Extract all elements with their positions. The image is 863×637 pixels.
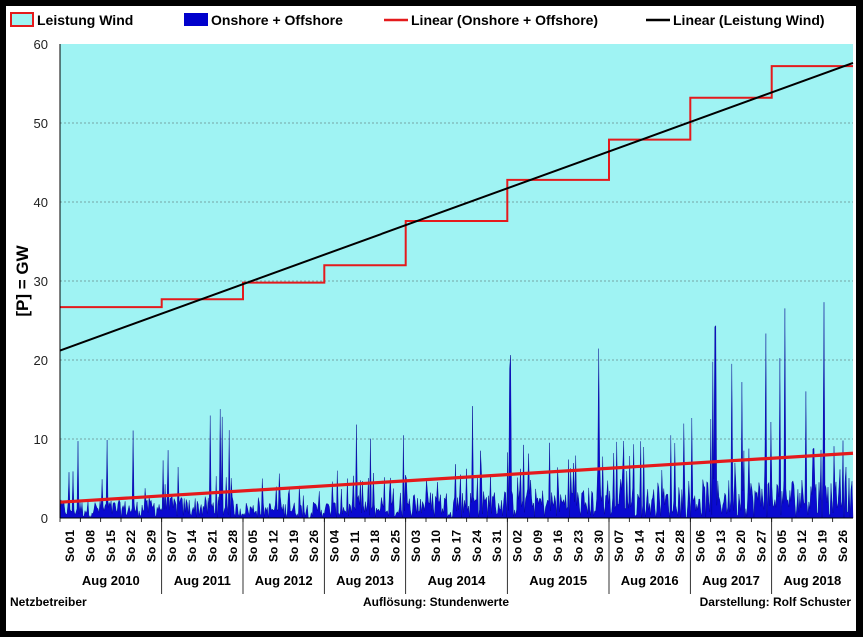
x-tick-label: So 02 <box>511 530 525 562</box>
x-tick-label: So 05 <box>775 530 789 562</box>
x-tick-label: So 19 <box>816 530 830 562</box>
footer-left: Netzbetreiber <box>10 595 87 609</box>
x-tick-label: So 15 <box>104 530 118 562</box>
year-label: Aug 2014 <box>428 573 487 588</box>
x-tick-label: So 25 <box>389 530 403 562</box>
y-tick-label-20: 20 <box>34 353 48 368</box>
y-tick-label-0: 0 <box>41 511 48 526</box>
x-tick-label: So 07 <box>165 530 179 562</box>
x-tick-label: So 21 <box>653 530 667 562</box>
x-tick-label: So 28 <box>673 530 687 562</box>
year-label: Aug 2018 <box>783 573 841 588</box>
y-tick-label-40: 40 <box>34 195 48 210</box>
x-tick-label: So 24 <box>470 530 484 562</box>
legend-label-3: Linear (Leistung Wind) <box>673 12 825 28</box>
x-tick-label: So 16 <box>551 530 565 562</box>
footer-right: Darstellung: Rolf Schuster <box>700 595 852 609</box>
year-label: Aug 2015 <box>529 573 587 588</box>
x-tick-label: So 07 <box>612 530 626 562</box>
legend-label-0: Leistung Wind <box>37 12 133 28</box>
x-tick-label: So 30 <box>592 530 606 562</box>
x-tick-label: So 19 <box>287 530 301 562</box>
x-tick-label: So 12 <box>795 530 809 562</box>
x-tick-label: So 09 <box>531 530 545 562</box>
trend-leistung-wind <box>59 62 854 352</box>
x-tick-label: So 08 <box>84 530 98 562</box>
y-tick-label-10: 10 <box>34 432 48 447</box>
x-tick-label: So 31 <box>490 530 504 562</box>
x-tick-label: So 13 <box>714 530 728 562</box>
y-axis-title: [P] = GW <box>13 244 32 316</box>
chart-panel: 0 10 20 30 40 50 60 [P] = GW So 01 So 08 So 15 So 2… <box>6 6 856 631</box>
x-tick-label: So 12 <box>267 530 281 562</box>
x-tick-label: So 20 <box>734 530 748 562</box>
x-tick-label: So 27 <box>755 530 769 562</box>
year-label: Aug 2012 <box>255 573 313 588</box>
y-tick-label-60: 60 <box>34 37 48 52</box>
legend-label-1: Onshore + Offshore <box>211 12 343 28</box>
x-tick-label: So 14 <box>185 530 199 562</box>
year-label: Aug 2013 <box>336 573 394 588</box>
x-tick-label: So 14 <box>633 530 647 562</box>
x-tick-label: So 26 <box>307 530 321 562</box>
series-onshore-offshore-area <box>59 302 854 519</box>
x-tick-label: So 06 <box>694 530 708 562</box>
year-label: Aug 2010 <box>82 573 140 588</box>
x-tick-label: So 22 <box>124 530 138 562</box>
x-tick-label: So 29 <box>145 530 159 562</box>
y-tick-label-50: 50 <box>34 116 48 131</box>
x-tick-label: So 04 <box>328 530 342 562</box>
x-tick-label: So 01 <box>63 530 77 562</box>
year-label: Aug 2016 <box>621 573 679 588</box>
legend-swatch-leistung-wind <box>10 12 34 27</box>
legend-label-2: Linear (Onshore + Offshore) <box>411 12 598 28</box>
x-tick-label: So 28 <box>226 530 240 562</box>
x-tick-label: So 26 <box>836 530 850 562</box>
x-tick-label: So 21 <box>206 530 220 562</box>
x-tick-label: So 23 <box>572 530 586 562</box>
year-label: Aug 2017 <box>702 573 760 588</box>
x-tick-label: So 17 <box>450 530 464 562</box>
x-tick-label: So 10 <box>429 530 443 562</box>
series-leistung-wind-step <box>60 65 853 309</box>
y-tick-label-30: 30 <box>34 274 48 289</box>
x-tick-label: So 05 <box>246 530 260 562</box>
wind-power-chart: 0 10 20 30 40 50 60 [P] = GW So 01 So 08 So 15 So 2… <box>10 12 854 609</box>
trend-onshore-offshore <box>59 451 854 504</box>
x-tick-label: So 11 <box>348 530 362 562</box>
footer-center: Auflösung: Stundenwerte <box>363 595 509 609</box>
x-tick-label: So 18 <box>368 530 382 562</box>
x-tick-label: So 03 <box>409 530 423 562</box>
legend-swatch-onshore-offshore <box>184 13 208 26</box>
year-label: Aug 2011 <box>174 573 231 588</box>
